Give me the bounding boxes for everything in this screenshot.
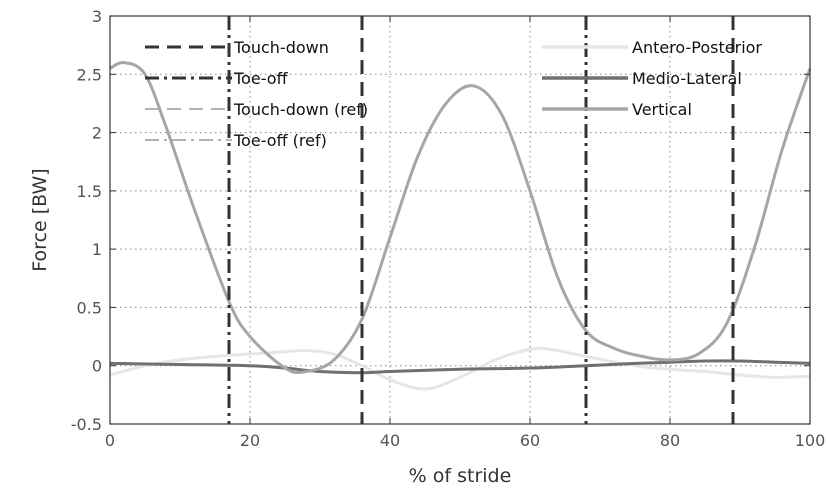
series-line-vertical xyxy=(109,61,812,375)
y-tick-label: -0.5 xyxy=(71,415,102,434)
y-tick-label: 0 xyxy=(92,357,102,376)
y-tick-label: 0.5 xyxy=(77,298,102,317)
x-tick-label: 100 xyxy=(795,431,826,450)
x-axis-label: % of stride xyxy=(409,465,512,487)
plot-frame xyxy=(109,15,811,425)
legend-label-touch-down: Touch-down xyxy=(233,38,329,57)
x-tick-label: 60 xyxy=(520,431,540,450)
y-tick-label: 2.5 xyxy=(77,65,102,84)
y-axis-label: Force [BW] xyxy=(29,168,51,271)
grid xyxy=(110,16,810,424)
series-line-medio-lateral xyxy=(109,359,811,375)
series-line-antero-posterior xyxy=(109,346,811,391)
legend-events: Touch-down Toe-off Touch-down (ref) Toe-off… xyxy=(145,38,368,150)
legend-series: Antero-Posterior Medio-Lateral Vertical xyxy=(542,38,762,119)
y-tick-label: 2 xyxy=(92,124,102,143)
series-layer xyxy=(109,61,812,391)
legend-label-medio-lateral: Medio-Lateral xyxy=(632,69,742,88)
legend-label-antero-posterior: Antero-Posterior xyxy=(632,38,762,57)
legend-label-touch-down-ref: Touch-down (ref) xyxy=(233,100,368,119)
x-tick-label: 40 xyxy=(380,431,400,450)
x-tick-label: 80 xyxy=(660,431,680,450)
legend-label-vertical: Vertical xyxy=(632,100,692,119)
y-tick-label: 1.5 xyxy=(77,182,102,201)
x-tick-label: 20 xyxy=(240,431,260,450)
ticks: 0 20 40 60 80 100-0.500.511.522.53 xyxy=(71,7,825,450)
legend-label-toe-off: Toe-off xyxy=(233,69,289,88)
events-layer xyxy=(227,16,735,424)
x-tick-label: 0 xyxy=(105,431,115,450)
y-tick-label: 1 xyxy=(92,240,102,259)
y-tick-label: 3 xyxy=(92,7,102,26)
legend-label-toe-off-ref: Toe-off (ref) xyxy=(233,131,327,150)
